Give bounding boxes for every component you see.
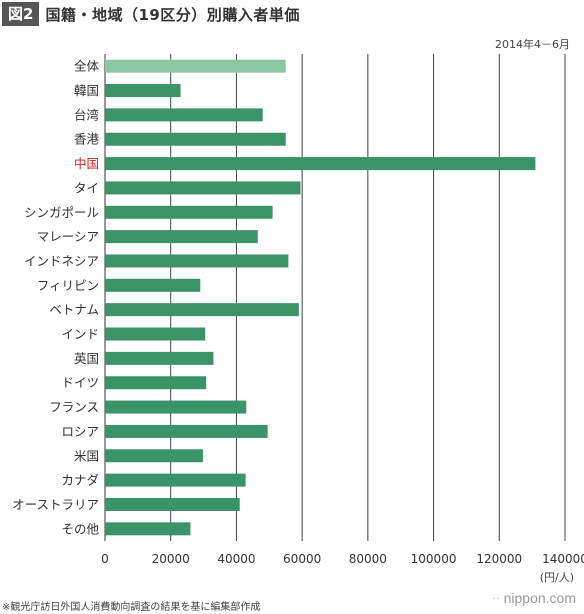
- bar: [105, 132, 286, 146]
- bar: [105, 400, 247, 414]
- category-label: フランス: [49, 400, 99, 415]
- bar: [105, 424, 268, 438]
- category-label: フィリピン: [37, 278, 99, 293]
- category-label: 韓国: [74, 83, 99, 98]
- category-label: インドネシア: [24, 253, 99, 268]
- category-label: 全体: [74, 59, 100, 74]
- unit-label: (円/人): [539, 571, 574, 584]
- category-label: その他: [61, 521, 99, 536]
- category-label: インド: [61, 327, 99, 342]
- x-tick-label: 20000: [152, 552, 190, 566]
- figure-label: 図2: [2, 2, 40, 26]
- bar: [105, 108, 263, 122]
- x-tick-label: 100000: [411, 552, 457, 566]
- logo-dots-icon: ··: [491, 592, 501, 604]
- bar: [105, 59, 286, 73]
- nippon-logo[interactable]: ·· nippon.com: [492, 590, 576, 606]
- bar: [105, 303, 299, 317]
- bar: [105, 181, 301, 195]
- x-tick-label: 120000: [476, 552, 522, 566]
- bar: [105, 376, 207, 390]
- period-label: 2014年4－6月: [495, 38, 570, 51]
- category-label: ロシア: [61, 424, 99, 439]
- bar: [105, 254, 289, 268]
- category-label: ベトナム: [49, 302, 99, 317]
- title-row: 図2 国籍・地域（19区分）別購入者単価: [0, 0, 300, 28]
- category-label: 香港: [74, 132, 100, 147]
- category-label: ドイツ: [61, 375, 99, 390]
- bar: [105, 473, 246, 487]
- bar: [105, 230, 258, 244]
- bar: [105, 278, 201, 292]
- bar: [105, 157, 536, 171]
- x-tick-label: 80000: [349, 552, 387, 566]
- bar: [105, 351, 214, 365]
- chart-title: 国籍・地域（19区分）別購入者単価: [45, 5, 300, 24]
- bar: [105, 497, 240, 511]
- source-note: ※観光庁訪日外国人消費動向調査の結果を基に編集部作成: [2, 602, 261, 613]
- category-label: オーストラリア: [12, 497, 99, 512]
- category-label: 米国: [74, 448, 99, 463]
- bar: [105, 84, 181, 98]
- bar: [105, 449, 203, 463]
- bar: [105, 327, 206, 341]
- x-tick-label: 140000: [542, 552, 584, 566]
- category-label: シンガポール: [24, 205, 99, 220]
- x-tick-label: 40000: [217, 552, 255, 566]
- bar: [105, 522, 191, 536]
- category-label: タイ: [74, 180, 99, 195]
- logo-text: nippon.com: [503, 590, 576, 606]
- category-label: 台湾: [74, 107, 99, 122]
- category-label: マレーシア: [37, 229, 99, 244]
- category-label: 英国: [74, 351, 99, 366]
- x-tick-label: 0: [101, 552, 109, 566]
- category-label: 中国: [74, 156, 99, 171]
- category-label: カナダ: [61, 473, 99, 488]
- bar: [105, 205, 273, 219]
- x-tick-label: 60000: [283, 552, 321, 566]
